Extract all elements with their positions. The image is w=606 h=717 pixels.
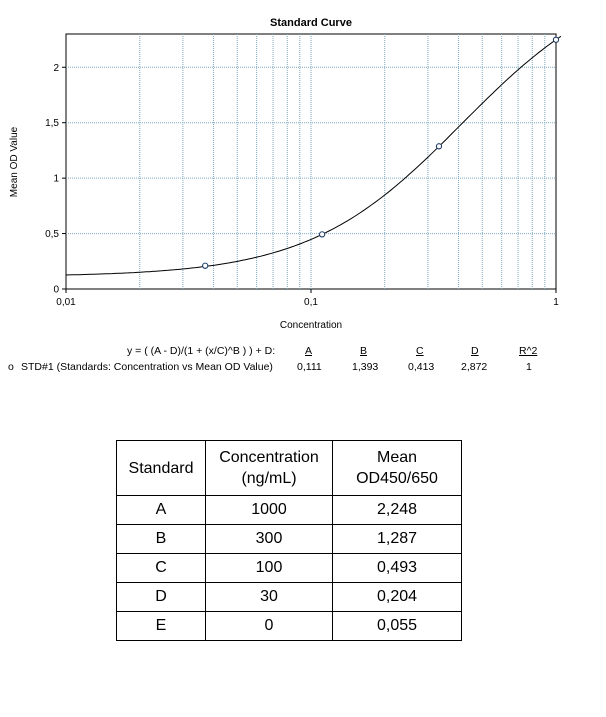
grid-lines <box>66 34 556 289</box>
data-point <box>435 143 443 150</box>
curve-fit-summary: y = ( (A - D)/(1 + (x/C)^B ) ) + D: A B … <box>0 342 606 376</box>
y-tick-label: 1,5 <box>45 118 59 129</box>
cell-concentration: 30 <box>205 582 333 612</box>
cell-concentration: 100 <box>205 553 333 583</box>
chart-title: Standard Curve <box>270 17 352 29</box>
cell-mean-od: 0,055 <box>332 611 462 641</box>
cell-standard: A <box>116 495 206 525</box>
y-tick-label: 1 <box>53 174 59 185</box>
data-point <box>552 36 560 43</box>
cell-mean-od: 0,493 <box>332 553 462 583</box>
param-value-d: 2,872 <box>461 361 488 373</box>
data-point <box>202 262 209 269</box>
table-row: E 0 0,055 <box>116 611 462 641</box>
cell-mean-od: 0,204 <box>332 582 462 612</box>
y-tick-label: 0 <box>53 285 59 296</box>
x-axis-label: Concentration <box>280 320 342 331</box>
y-axis-label: Mean OD Value <box>9 126 20 197</box>
param-header-r2: R^2 <box>519 345 538 357</box>
y-tick-label: 0,5 <box>45 229 59 240</box>
series-label: STD#1 (Standards: Concentration vs Mean … <box>21 361 273 373</box>
x-tick-label: 1 <box>553 297 559 308</box>
header-concentration: Concentration (ng/mL) <box>205 440 333 496</box>
cell-standard: B <box>116 524 206 554</box>
param-value-c: 0,413 <box>408 361 435 373</box>
header-standard: Standard <box>116 440 206 496</box>
data-points <box>202 36 560 269</box>
y-tick-label: 2 <box>53 63 59 74</box>
fit-equation: y = ( (A - D)/(1 + (x/C)^B ) ) + D: <box>127 345 276 357</box>
cell-concentration: 1000 <box>205 495 333 525</box>
param-header-b: B <box>360 345 368 357</box>
param-value-r2: 1 <box>526 361 532 373</box>
x-axis-ticks: 0,01 0,1 1 <box>56 289 559 308</box>
table-row: D 30 0,204 <box>116 582 462 612</box>
table-row: B 300 1,287 <box>116 524 462 554</box>
param-value-b: 1,393 <box>352 361 379 373</box>
table-header-row: Standard Concentration (ng/mL) Mean OD45… <box>116 440 462 496</box>
y-axis-ticks: 0 0,5 1 1,5 2 <box>45 63 66 296</box>
table-row: C 100 0,493 <box>116 553 462 583</box>
cell-concentration: 0 <box>205 611 333 641</box>
param-header-a: A <box>305 345 313 357</box>
header-mean-od: Mean OD450/650 <box>332 440 462 496</box>
cell-mean-od: 1,287 <box>332 524 462 554</box>
param-header-c: C <box>416 345 424 357</box>
series-marker-icon: o <box>8 361 14 373</box>
x-tick-label: 0,01 <box>56 297 76 308</box>
table-row: A 1000 2,248 <box>116 495 462 525</box>
cell-standard: E <box>116 611 206 641</box>
standard-curve-chart: Standard Curve 0 0,5 1 1,5 2 0,01 0,1 1 Concen… <box>9 17 562 331</box>
x-tick-label: 0,1 <box>304 297 318 308</box>
cell-mean-od: 2,248 <box>332 495 462 525</box>
standards-table: Standard Concentration (ng/mL) Mean OD45… <box>116 440 462 641</box>
fit-curve <box>65 35 562 276</box>
cell-concentration: 300 <box>205 524 333 554</box>
cell-standard: D <box>116 582 206 612</box>
param-header-d: D <box>471 345 479 357</box>
data-point <box>318 231 326 238</box>
cell-standard: C <box>116 553 206 583</box>
param-value-a: 0,111 <box>297 361 322 373</box>
